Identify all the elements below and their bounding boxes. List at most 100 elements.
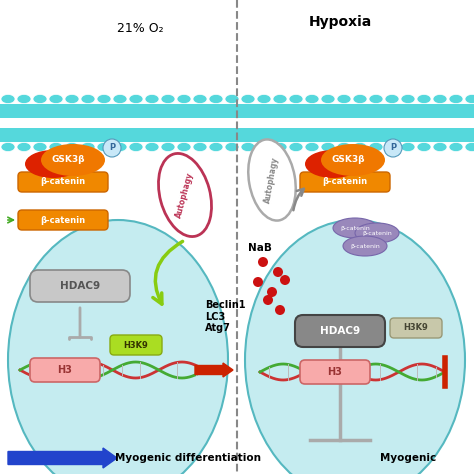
Ellipse shape — [273, 143, 287, 152]
Ellipse shape — [97, 143, 111, 152]
Ellipse shape — [321, 94, 335, 103]
Ellipse shape — [257, 143, 271, 152]
Circle shape — [258, 257, 268, 267]
Ellipse shape — [1, 94, 15, 103]
Text: Autophagy: Autophagy — [174, 171, 195, 219]
FancyBboxPatch shape — [30, 270, 130, 302]
Ellipse shape — [449, 94, 463, 103]
Ellipse shape — [321, 144, 385, 176]
Ellipse shape — [17, 94, 31, 103]
Ellipse shape — [305, 150, 361, 178]
Ellipse shape — [17, 143, 31, 152]
Ellipse shape — [248, 139, 296, 220]
Ellipse shape — [129, 94, 143, 103]
Text: Myogenic: Myogenic — [380, 453, 436, 463]
Ellipse shape — [145, 94, 159, 103]
Ellipse shape — [41, 144, 105, 176]
Ellipse shape — [25, 150, 81, 178]
Ellipse shape — [33, 143, 47, 152]
FancyArrow shape — [195, 363, 233, 377]
Ellipse shape — [81, 143, 95, 152]
Ellipse shape — [353, 94, 367, 103]
Ellipse shape — [257, 94, 271, 103]
Ellipse shape — [113, 94, 127, 103]
FancyBboxPatch shape — [30, 358, 100, 382]
Text: Myogenic differentiation: Myogenic differentiation — [115, 453, 261, 463]
Ellipse shape — [343, 236, 387, 256]
Text: GSK3β: GSK3β — [51, 155, 85, 164]
Bar — [0, 104, 474, 118]
Circle shape — [263, 295, 273, 305]
Text: Autophagy: Autophagy — [264, 156, 281, 204]
Ellipse shape — [225, 143, 239, 152]
Circle shape — [275, 305, 285, 315]
Text: GSK3β: GSK3β — [331, 155, 365, 164]
Ellipse shape — [209, 143, 223, 152]
Ellipse shape — [241, 143, 255, 152]
Ellipse shape — [113, 143, 127, 152]
FancyArrow shape — [8, 448, 117, 468]
Ellipse shape — [401, 143, 415, 152]
Ellipse shape — [465, 94, 474, 103]
Circle shape — [253, 277, 263, 287]
Ellipse shape — [49, 143, 63, 152]
Ellipse shape — [385, 143, 399, 152]
Ellipse shape — [385, 94, 399, 103]
Ellipse shape — [49, 94, 63, 103]
Ellipse shape — [225, 94, 239, 103]
Text: Hypoxia: Hypoxia — [309, 15, 372, 29]
Ellipse shape — [1, 143, 15, 152]
Ellipse shape — [97, 94, 111, 103]
Text: HDAC9: HDAC9 — [60, 281, 100, 291]
FancyBboxPatch shape — [295, 315, 385, 347]
Ellipse shape — [273, 94, 287, 103]
Ellipse shape — [355, 223, 399, 243]
Ellipse shape — [33, 94, 47, 103]
Ellipse shape — [333, 218, 377, 238]
Text: β-catenin: β-catenin — [362, 230, 392, 236]
Ellipse shape — [209, 94, 223, 103]
Ellipse shape — [417, 94, 431, 103]
Ellipse shape — [145, 143, 159, 152]
Ellipse shape — [241, 94, 255, 103]
Text: β-catenin: β-catenin — [40, 177, 86, 186]
Ellipse shape — [289, 94, 303, 103]
Text: H3K9: H3K9 — [124, 340, 148, 349]
Ellipse shape — [449, 143, 463, 152]
Circle shape — [267, 287, 277, 297]
Ellipse shape — [245, 220, 465, 474]
FancyBboxPatch shape — [390, 318, 442, 338]
Text: P: P — [390, 144, 396, 153]
Ellipse shape — [193, 143, 207, 152]
Text: β-catenin: β-catenin — [340, 226, 370, 230]
Ellipse shape — [465, 143, 474, 152]
Ellipse shape — [177, 143, 191, 152]
FancyBboxPatch shape — [110, 335, 162, 355]
Ellipse shape — [8, 220, 228, 474]
FancyBboxPatch shape — [18, 210, 108, 230]
Text: β-catenin: β-catenin — [322, 177, 367, 186]
Circle shape — [280, 275, 290, 285]
Text: β-catenin: β-catenin — [40, 216, 86, 225]
Text: H3: H3 — [328, 367, 342, 377]
Text: H3: H3 — [57, 365, 73, 375]
Text: Beclin1
LC3
Atg7: Beclin1 LC3 Atg7 — [205, 300, 246, 333]
Ellipse shape — [433, 94, 447, 103]
Bar — [0, 128, 474, 142]
Ellipse shape — [65, 94, 79, 103]
Ellipse shape — [433, 143, 447, 152]
Ellipse shape — [353, 143, 367, 152]
Ellipse shape — [305, 94, 319, 103]
Circle shape — [103, 139, 121, 157]
Ellipse shape — [81, 94, 95, 103]
Ellipse shape — [158, 154, 211, 237]
Ellipse shape — [193, 94, 207, 103]
Ellipse shape — [337, 94, 351, 103]
FancyBboxPatch shape — [300, 360, 370, 384]
Text: NaB: NaB — [248, 243, 272, 253]
Ellipse shape — [321, 143, 335, 152]
Ellipse shape — [129, 143, 143, 152]
Text: P: P — [109, 144, 115, 153]
FancyBboxPatch shape — [18, 172, 108, 192]
Ellipse shape — [289, 143, 303, 152]
